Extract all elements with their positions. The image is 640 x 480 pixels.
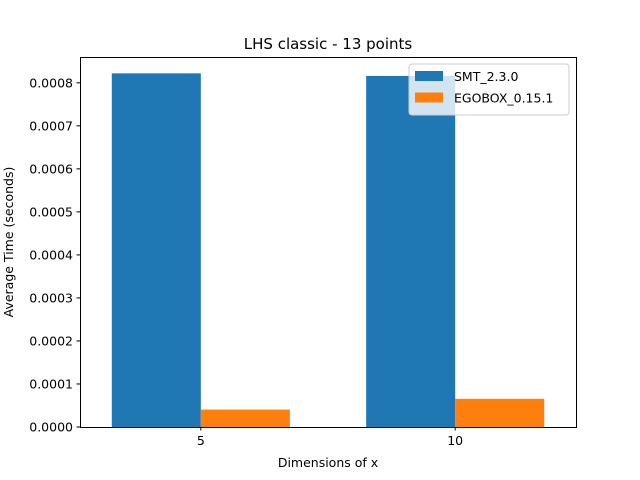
- y-tick-label: 0.0005: [29, 204, 73, 219]
- y-tick-label: 0.0000: [29, 420, 73, 435]
- legend-box: [408, 63, 570, 116]
- x-tick-label: 5: [197, 433, 205, 448]
- bar-smt-2-3-0-5: [111, 73, 201, 427]
- legend-swatch: [415, 71, 443, 81]
- y-tick-label: 0.0004: [29, 247, 73, 262]
- bar-egobox-0-15-1-5: [200, 409, 290, 427]
- legend-label: SMT_2.3.0: [454, 69, 518, 84]
- bars-group: [111, 73, 545, 427]
- x-axis-label: Dimensions of x: [278, 455, 378, 470]
- bar-egobox-0-15-1-10: [455, 398, 545, 427]
- x-tick-label: 10: [447, 433, 463, 448]
- plot-frame: [80, 57, 577, 428]
- legend-label: EGOBOX_0.15.1: [454, 91, 553, 106]
- y-tick-label: 0.0008: [29, 75, 73, 90]
- y-tick-label: 0.0001: [29, 376, 73, 391]
- y-axis-label: Average Time (seconds): [1, 167, 16, 318]
- y-tick-label: 0.0003: [29, 290, 73, 305]
- legend-swatch: [415, 92, 443, 103]
- chart-title: LHS classic - 13 points: [244, 35, 413, 53]
- bar-smt-2-3-0-10: [366, 75, 456, 427]
- legend: SMT_2.3.0 EGOBOX_0.15.1: [408, 63, 570, 116]
- y-tick-label: 0.0006: [29, 161, 73, 176]
- y-tick-label: 0.0007: [29, 118, 73, 133]
- y-axis-ticks: 0.0000 0.0001 0.0002 0.0003 0.0004 0.0005 0.00…: [29, 75, 80, 435]
- y-tick-label: 0.0002: [29, 333, 73, 348]
